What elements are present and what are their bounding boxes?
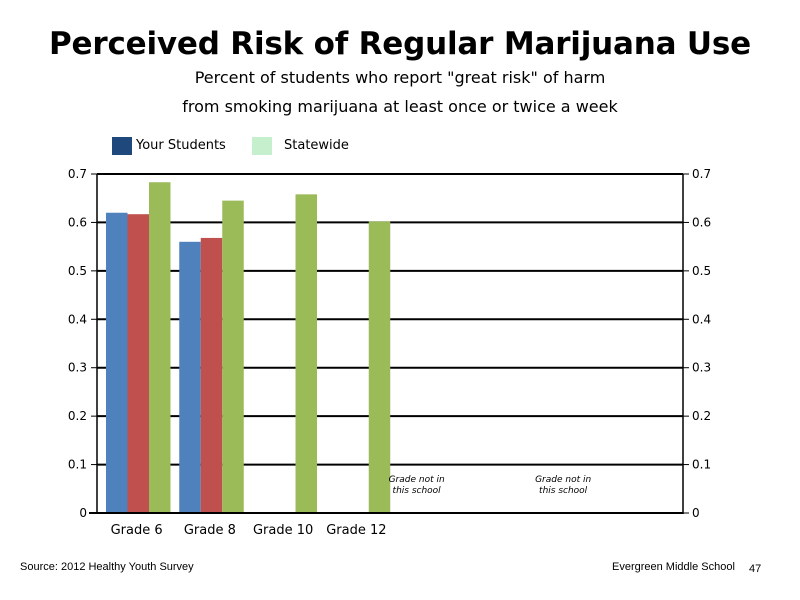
bar-grade-6-series-3 bbox=[149, 182, 171, 514]
annotation-note-1-line-1: Grade not in bbox=[389, 475, 445, 485]
x-tick-label-grade-10: Grade 10 bbox=[253, 523, 313, 538]
legend-label-statewide: Statewide bbox=[284, 138, 349, 153]
x-tick-label-grade-6: Grade 6 bbox=[111, 523, 163, 538]
y-tick-label-right-6: 0.6 bbox=[692, 215, 711, 229]
y-tick-label-left-3: 0.3 bbox=[68, 361, 87, 375]
annotation-note-1-line-2: this school bbox=[393, 486, 442, 496]
y-tick-label-left-4: 0.4 bbox=[68, 312, 87, 326]
y-tick-label-left-6: 0.6 bbox=[68, 215, 87, 229]
bar-grade-8-series-2 bbox=[200, 237, 223, 513]
bar-grade-6-series-2 bbox=[127, 214, 149, 513]
y-tick-label-right-1: 0.1 bbox=[692, 458, 711, 472]
annotation-note-2-line-2: this school bbox=[539, 486, 588, 496]
x-tick-label-grade-12: Grade 12 bbox=[326, 523, 386, 538]
bar-grade-8-series-1 bbox=[179, 241, 201, 514]
source-note: Source: 2012 Healthy Youth Survey bbox=[20, 561, 194, 573]
chart-subtitle-line-2: from smoking marijuana at least once or … bbox=[182, 97, 618, 116]
x-tick-label-grade-8: Grade 8 bbox=[184, 523, 236, 538]
legend-swatch-your-students bbox=[112, 137, 132, 155]
y-tick-label-left-2: 0.2 bbox=[68, 409, 87, 423]
bar-grade-12-series-3 bbox=[368, 221, 391, 513]
y-tick-label-right-3: 0.3 bbox=[692, 361, 711, 375]
y-tick-label-right-7: 0.7 bbox=[692, 167, 711, 181]
y-tick-label-right-5: 0.5 bbox=[692, 264, 711, 278]
y-tick-label-left-5: 0.5 bbox=[68, 264, 87, 278]
legend-label-your-students: Your Students bbox=[136, 138, 226, 153]
legend-swatch-statewide bbox=[252, 137, 272, 155]
y-tick-label-right-2: 0.2 bbox=[692, 409, 711, 423]
page-number: 47 bbox=[749, 563, 762, 575]
y-tick-label-left-1: 0.1 bbox=[68, 458, 87, 472]
bar-grade-8-series-3 bbox=[222, 200, 244, 513]
chart-subtitle-line-1: Percent of students who report "great ri… bbox=[194, 68, 606, 87]
chart-title: Perceived Risk of Regular Marijuana Use bbox=[49, 26, 751, 62]
bar-grade-10-series-3 bbox=[295, 194, 317, 513]
school-name: Evergreen Middle School bbox=[612, 561, 735, 573]
bar-grade-6-series-1 bbox=[106, 212, 128, 513]
y-tick-label-left-0: 0 bbox=[79, 506, 87, 520]
y-tick-label-left-7: 0.7 bbox=[68, 167, 87, 181]
y-tick-label-right-0: 0 bbox=[692, 506, 700, 520]
y-tick-label-right-4: 0.4 bbox=[692, 312, 711, 326]
annotation-note-2-line-1: Grade not in bbox=[535, 475, 591, 485]
